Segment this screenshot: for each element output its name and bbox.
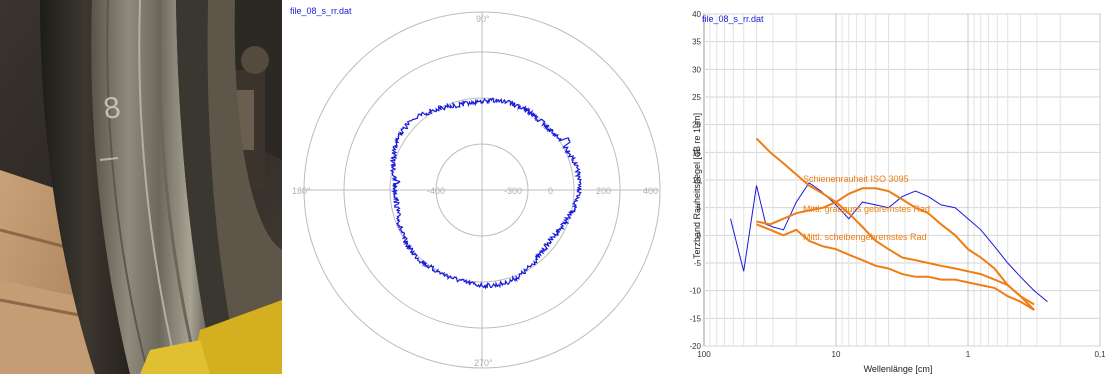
spectrum-x-tick-label: 1: [966, 350, 971, 359]
polar-radial-label: -300: [504, 186, 522, 196]
polar-roughness-chart: file_08_s_rr.dat 90° 180° 270° -400 -300…: [282, 0, 690, 374]
spectrum-x-tick-label: 10: [832, 350, 841, 359]
annotation-scheiben: Mittl. scheibengebremstes Rad: [803, 232, 927, 242]
polar-radial-label: 0: [548, 186, 553, 196]
annotation-grauguss: Mittl. grauguss gebremstes Rad: [803, 204, 930, 214]
spectrum-y-ticks: 40 35 30 25 20 15 10 5 0 -5 -10 -15 -20: [689, 10, 702, 351]
polar-grid: [303, 11, 661, 369]
spectrum-y-tick-label: -20: [690, 342, 702, 351]
spectrum-x-ticks: 100 10 1 0,1: [697, 350, 1106, 359]
spectrum-chart-svg: 40 35 30 25 20 15 10 5 0 -5 -10 -15 -20 100 10 1 0,1 fi…: [689, 10, 1106, 374]
spectrum-y-tick-label: -10: [690, 287, 702, 296]
wheel-photo: 8: [0, 0, 282, 375]
spectrum-y-tick-label: 40: [692, 10, 701, 19]
polar-radial-label: 400: [643, 186, 658, 196]
polar-chart-svg: file_08_s_rr.dat 90° 180° 270° -400 -300…: [290, 6, 661, 369]
spectrum-y-axis-label: Terzband Rauheitspegel [dB re 1um]: [692, 113, 702, 259]
polar-angle-label-180: 180°: [292, 186, 311, 196]
annotation-iso3095: Schienenrauheit ISO 3095: [803, 174, 909, 184]
spectrum-series-group: [730, 137, 1048, 311]
spectrum-y-tick-label: -15: [690, 314, 702, 323]
spectrum-y-tick-label: -5: [694, 259, 702, 268]
polar-radial-label: -400: [427, 186, 445, 196]
wheel-chalk-marking: 8: [101, 91, 122, 126]
spectrum-y-tick-label: 30: [692, 65, 701, 74]
series-reference-2: [756, 187, 1035, 306]
wheel-photo-drawing: 8: [0, 0, 282, 375]
spectrum-y-tick-label: 5: [697, 204, 702, 213]
spectrum-y-tick-label: 0: [697, 231, 702, 240]
spectrum-y-tick-label: 15: [692, 148, 701, 157]
spectrum-y-tick-label: 35: [692, 38, 701, 47]
spectrum-x-tick-label: 100: [697, 350, 711, 359]
spectrum-x-axis-label: Wellenlänge [cm]: [864, 364, 933, 374]
spectrum-chart-title: file_08_s_rr.dat: [702, 14, 764, 24]
spectrum-y-tick-label: 10: [692, 176, 701, 185]
polar-angle-label-90: 90°: [476, 14, 490, 24]
series-reference-1: [755, 137, 1035, 311]
spectrum-y-tick-label: 25: [692, 93, 701, 102]
series-measured-roughness: [730, 182, 1048, 303]
roughness-spectrum-chart: 40 35 30 25 20 15 10 5 0 -5 -10 -15 -20 100 10 1 0,1 fi…: [689, 0, 1109, 374]
polar-chart-title: file_08_s_rr.dat: [290, 6, 352, 16]
series-reference-3: [756, 223, 1035, 311]
spectrum-x-tick-label: 0,1: [1094, 350, 1106, 359]
polar-angle-label-270: 270°: [474, 358, 493, 368]
polar-roughness-trace: [389, 97, 582, 290]
polar-radial-label: 200: [596, 186, 611, 196]
spectrum-y-tick-label: 20: [692, 121, 701, 130]
